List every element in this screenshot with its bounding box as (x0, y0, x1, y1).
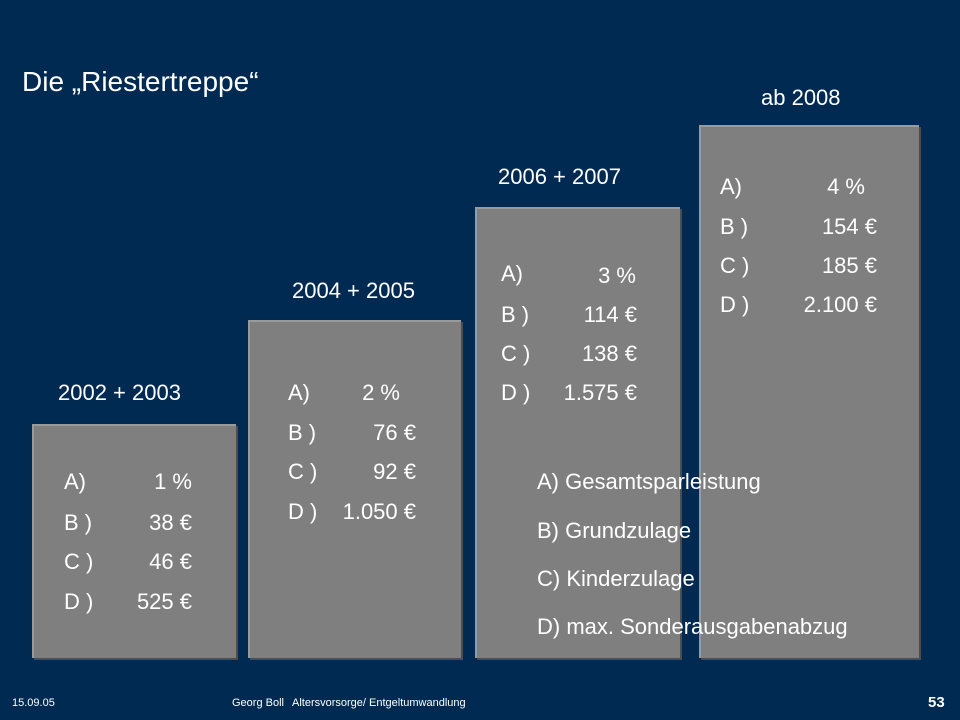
row-key: A) (64, 469, 86, 494)
row-value: 4 % (827, 174, 865, 199)
row-value: 38 € (149, 510, 192, 535)
footer-date: 15.09.05 (12, 697, 55, 709)
step-2006-box (475, 207, 680, 658)
row-key: A) (288, 380, 310, 405)
slide-title: Die „Riestertreppe“ (22, 66, 259, 97)
row-key: A) (501, 261, 523, 286)
row-value: 138 € (581, 341, 637, 366)
page-number: 53 (928, 694, 945, 711)
step-2008-period: ab 2008 (761, 85, 841, 110)
row-key: D ) (64, 589, 94, 614)
row-key: B ) (720, 214, 749, 239)
row-value: 2 % (362, 380, 400, 405)
row-value: 92 € (373, 459, 416, 484)
legend-item-b: B) Grundzulage (537, 518, 692, 543)
row-value: 185 € (821, 253, 877, 278)
row-key: C ) (501, 341, 531, 366)
row-key: C ) (720, 253, 750, 278)
step-2004-period: 2004 + 2005 (292, 278, 415, 303)
row-value: 114 € (583, 302, 637, 327)
row-key: D ) (288, 499, 318, 524)
step-2002-box (32, 424, 236, 658)
legend-item-c: C) Kinderzulage (537, 566, 695, 591)
step-2006-period: 2006 + 2007 (498, 164, 621, 189)
legend-item-a: A) Gesamtsparleistung (537, 469, 761, 494)
step-2002-period: 2002 + 2003 (58, 380, 181, 405)
row-key: B ) (288, 420, 317, 445)
row-value: 76 € (373, 420, 416, 445)
row-value: 46 € (149, 549, 192, 574)
row-value: 1.575 € (563, 380, 637, 405)
row-value: 3 % (598, 263, 636, 288)
row-key: C ) (64, 549, 94, 574)
step-2008-box (699, 125, 919, 658)
row-value: 1.050 € (342, 499, 416, 524)
row-value: 525 € (136, 589, 192, 614)
row-value: 154 € (821, 214, 877, 239)
row-value: 1 % (154, 469, 192, 494)
row-key: A) (720, 174, 742, 199)
legend-item-d: D) max. Sonderausgabenabzug (537, 614, 848, 639)
row-key: B ) (64, 510, 93, 535)
row-value: 2.100 € (803, 292, 877, 317)
row-key: D ) (501, 380, 531, 405)
row-key: D ) (720, 292, 750, 317)
row-key: C ) (288, 459, 318, 484)
footer-topic: Altersvorsorge/ Entgeltumwandlung (292, 697, 466, 709)
footer-author: Georg Boll (232, 697, 284, 709)
step-2004-box (248, 320, 461, 658)
row-key: B ) (501, 302, 530, 327)
